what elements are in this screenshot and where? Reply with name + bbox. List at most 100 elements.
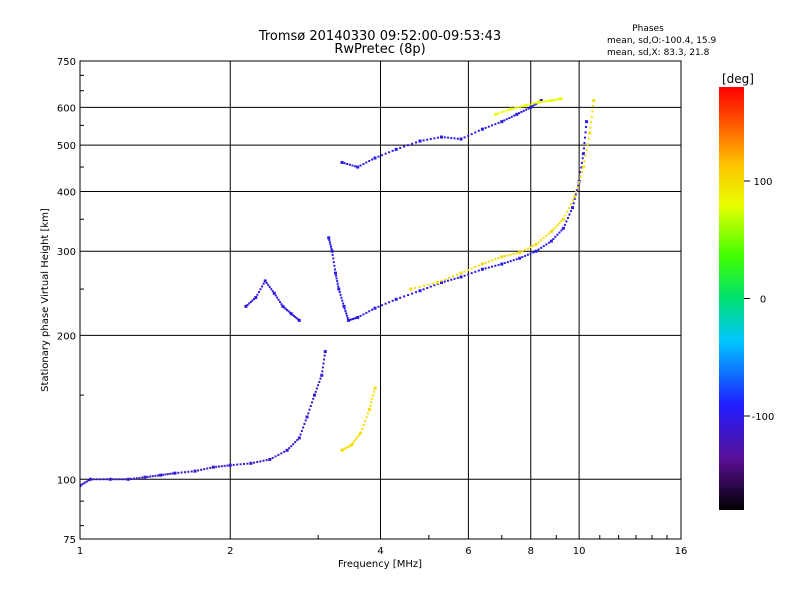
data-point	[491, 265, 494, 268]
data-point	[84, 481, 87, 484]
data-point	[474, 266, 477, 269]
data-point	[494, 264, 497, 267]
data-point	[535, 101, 538, 104]
data-point	[169, 472, 172, 475]
x-tick-label: 16	[675, 546, 688, 557]
data-point	[246, 462, 249, 465]
data-point	[370, 401, 373, 404]
data-point	[365, 311, 368, 314]
data-point	[477, 264, 480, 267]
data-point	[287, 310, 290, 313]
data-point	[232, 463, 235, 466]
data-point	[552, 228, 555, 231]
data-point	[373, 390, 376, 393]
data-point	[92, 478, 95, 481]
data-point	[548, 99, 551, 102]
data-point	[399, 296, 402, 299]
data-point	[336, 280, 339, 283]
data-point	[539, 100, 542, 103]
data-point	[365, 161, 368, 164]
data-point	[259, 288, 262, 291]
data-point	[542, 236, 545, 239]
data-point	[99, 478, 102, 481]
data-point	[315, 387, 318, 390]
data-point	[297, 436, 301, 440]
x-axis-label: Frequency [MHz]	[338, 559, 422, 570]
data-point	[491, 259, 494, 262]
data-point	[161, 473, 164, 476]
data-point	[582, 147, 585, 150]
x-tick-label: 2	[227, 546, 233, 557]
data-point	[532, 244, 535, 247]
data-point	[540, 246, 543, 249]
data-point	[453, 277, 456, 280]
data-point	[305, 415, 309, 419]
data-point	[197, 469, 200, 472]
data-point	[579, 171, 582, 174]
data-point	[268, 286, 271, 289]
data-point	[281, 304, 285, 308]
data-point	[585, 120, 589, 124]
data-point	[556, 224, 559, 227]
data-point	[497, 112, 500, 115]
data-point	[295, 317, 298, 320]
data-point	[369, 404, 372, 407]
data-point	[447, 279, 450, 282]
data-point	[280, 303, 283, 306]
data-point	[509, 107, 513, 111]
data-point	[115, 478, 118, 481]
data-point	[414, 286, 417, 289]
data-point	[429, 138, 432, 141]
data-point	[532, 251, 535, 254]
data-point	[239, 463, 242, 466]
data-point	[558, 98, 561, 101]
data-point	[377, 305, 380, 308]
data-point	[164, 473, 167, 476]
data-point	[342, 304, 346, 308]
data-point	[450, 278, 453, 281]
phases-o-stats: mean, sd,O:-100.4, 15.9	[607, 36, 717, 46]
data-point	[337, 287, 341, 291]
x-tick-label: 10	[573, 546, 586, 557]
data-point	[259, 460, 262, 463]
data-point	[373, 386, 377, 390]
data-point	[286, 309, 289, 312]
data-point	[544, 100, 547, 103]
y-tick-label: 750	[57, 57, 76, 68]
data-point	[409, 287, 413, 291]
y-tick-label: 500	[57, 141, 76, 152]
colorbar-tick-label: 100	[753, 177, 772, 188]
data-point	[362, 424, 365, 427]
data-point	[118, 478, 121, 481]
data-point	[546, 100, 549, 103]
data-point	[467, 134, 470, 137]
data-point	[249, 461, 253, 465]
data-point	[549, 229, 553, 233]
data-point	[585, 149, 588, 152]
data-point	[474, 270, 477, 273]
data-point	[339, 293, 342, 296]
data-point	[343, 307, 346, 310]
data-point	[253, 461, 256, 464]
data-point	[566, 216, 569, 219]
data-point	[346, 163, 349, 166]
data-point	[512, 259, 515, 262]
data-point	[587, 137, 590, 140]
data-point	[584, 131, 587, 134]
data-point	[274, 455, 277, 458]
data-point	[569, 210, 572, 213]
data-point	[262, 282, 265, 285]
data-point	[126, 477, 130, 481]
data-point	[130, 477, 133, 480]
data-point	[541, 100, 544, 103]
data-point	[141, 476, 144, 479]
data-point	[581, 152, 585, 156]
x-axis: 1 2 4 6 8 10 16	[77, 535, 688, 557]
data-point	[534, 242, 538, 246]
data-point	[353, 317, 356, 320]
data-point	[296, 439, 299, 442]
series-o-trace-f1	[244, 279, 301, 322]
data-point	[519, 105, 522, 108]
data-point	[333, 268, 336, 271]
